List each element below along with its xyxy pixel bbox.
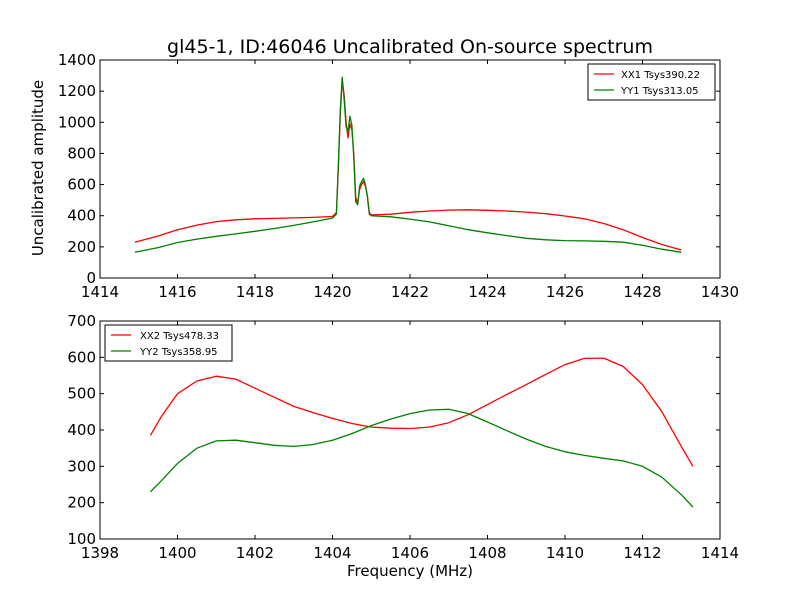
top-x-tick-label: 1426 [546, 283, 584, 301]
top-plot-frame [99, 59, 721, 279]
bottom-y-tick-label: 500 [67, 385, 96, 403]
top-y-tick-label: 200 [67, 238, 96, 256]
bottom-legend-label-yy2: YY2 Tsys358.95 [139, 347, 218, 358]
bottom-y-tick-label: 400 [67, 421, 96, 439]
bottom-x-tick-label: 1398 [81, 544, 119, 562]
bottom-series-lines [149, 357, 694, 508]
bottom-x-tick-label: 1414 [701, 544, 739, 562]
bottom-y-tick-label: 600 [67, 348, 96, 366]
top-y-tick-label: 600 [67, 176, 96, 194]
top-y-tick-label: 1400 [58, 51, 96, 69]
bottom-x-tick-label: 1412 [623, 544, 661, 562]
bottom-y-tick-label: 700 [67, 312, 96, 330]
bottom-subplot: 1398 1400 1402 1404 1406 1408 1410 1412 1414 100 2… [67, 312, 739, 580]
bottom-x-tick-label: 1402 [236, 544, 274, 562]
bottom-y-tick-label: 300 [67, 457, 96, 475]
bottom-x-tick-label: 1404 [313, 544, 351, 562]
top-x-tick-label: 1420 [313, 283, 351, 301]
top-y-tick-label: 1000 [58, 113, 96, 131]
top-axis-ticks: 1414 1416 1418 1420 1422 1424 1426 1428 1430 0 200… [58, 51, 739, 301]
top-y-tick-label: 0 [86, 269, 96, 287]
bottom-legend-label-xx2: XX2 Tsys478.33 [140, 331, 219, 342]
bottom-xlabel: Frequency (MHz) [347, 562, 473, 580]
top-x-tick-label: 1430 [701, 283, 739, 301]
bottom-x-tick-label: 1408 [468, 544, 506, 562]
top-legend: XX1 Tsys390.22 YY1 Tsys313.05 [587, 63, 716, 101]
top-y-tick-label: 400 [67, 207, 96, 225]
bottom-axis-ticks: 1398 1400 1402 1404 1406 1408 1410 1412 1414 100 2… [67, 312, 739, 562]
top-y-tick-label: 1200 [58, 82, 96, 100]
bottom-x-tick-label: 1400 [158, 544, 196, 562]
top-series-line-0 [134, 79, 682, 251]
figure-title: gl45-1, ID:46046 Uncalibrated On-source … [167, 36, 653, 58]
top-x-tick-label: 1418 [236, 283, 274, 301]
top-x-tick-label: 1416 [158, 283, 196, 301]
top-subplot: 1414 1416 1418 1420 1422 1424 1426 1428 1430 0 200… [29, 51, 739, 301]
top-ylabel: Uncalibrated amplitude [29, 80, 47, 256]
top-x-tick-label: 1424 [468, 283, 506, 301]
top-x-tick-label: 1414 [81, 283, 119, 301]
top-legend-label-yy1: YY1 Tsys313.05 [620, 86, 699, 97]
bottom-y-tick-label: 100 [67, 530, 96, 548]
bottom-x-tick-label: 1406 [391, 544, 429, 562]
bottom-series-line-1 [149, 408, 694, 508]
top-series-line-1 [134, 76, 682, 253]
top-legend-label-xx1: XX1 Tsys390.22 [621, 70, 700, 81]
top-legend-box [587, 63, 716, 101]
bottom-plot-frame [99, 320, 721, 540]
top-y-tick-label: 800 [67, 144, 96, 162]
bottom-x-tick-label: 1410 [546, 544, 584, 562]
top-x-tick-label: 1422 [391, 283, 429, 301]
top-x-tick-label: 1428 [623, 283, 661, 301]
bottom-y-tick-label: 200 [67, 494, 96, 512]
bottom-series-line-0 [149, 357, 694, 467]
top-series-lines [134, 76, 682, 253]
bottom-legend: XX2 Tsys478.33 YY2 Tsys358.95 [104, 324, 233, 362]
bottom-legend-box [104, 324, 233, 362]
